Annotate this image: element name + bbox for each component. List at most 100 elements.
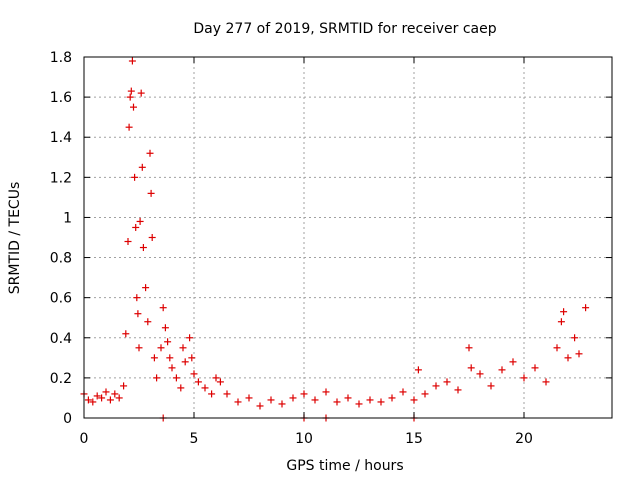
data-point — [300, 390, 308, 398]
data-point — [454, 386, 462, 394]
data-point — [553, 344, 561, 352]
data-point — [93, 392, 101, 400]
y-tick-label: 0 — [63, 411, 72, 427]
data-point — [421, 390, 429, 398]
data-point — [564, 354, 572, 362]
data-point — [134, 310, 142, 318]
data-point — [84, 396, 92, 404]
x-tick-label: 20 — [515, 431, 533, 447]
data-point — [166, 354, 174, 362]
data-point — [157, 344, 165, 352]
y-tick-label: 1.8 — [50, 50, 72, 66]
data-point — [557, 318, 565, 326]
data-point — [139, 244, 147, 252]
data-point — [377, 398, 385, 406]
data-point — [366, 396, 374, 404]
data-point — [179, 344, 187, 352]
data-point — [465, 344, 473, 352]
data-point — [132, 223, 140, 231]
data-point — [146, 149, 154, 157]
plot-frame — [83, 56, 613, 419]
data-point — [106, 396, 114, 404]
data-point — [144, 318, 152, 326]
data-point — [575, 350, 583, 358]
data-point — [102, 388, 110, 396]
data-point — [414, 366, 422, 374]
grid-lines — [84, 57, 612, 418]
data-point — [399, 388, 407, 396]
data-point — [245, 394, 253, 402]
y-tick-label: 0.4 — [50, 331, 72, 347]
data-point — [122, 330, 130, 338]
data-point — [476, 370, 484, 378]
data-point — [520, 374, 528, 382]
y-tick-labels: 0 0.2 0.4 0.6 0.8 1 1.2 1.4 1.6 1.8 — [50, 50, 72, 427]
data-point — [147, 189, 155, 197]
data-point — [137, 89, 145, 97]
y-tick-label: 0.6 — [50, 291, 72, 307]
data-point — [344, 394, 352, 402]
data-point — [164, 338, 172, 346]
data-point — [168, 364, 176, 372]
y-axis-label: SRMTID / TECUs — [7, 182, 23, 295]
data-point — [142, 284, 150, 292]
data-point — [98, 394, 106, 402]
data-point — [150, 354, 158, 362]
data-point — [509, 358, 517, 366]
x-tick-label: 5 — [190, 431, 199, 447]
x-tick-labels: 0 5 10 15 20 — [80, 431, 533, 447]
data-point — [138, 163, 146, 171]
y-tick-label: 1 — [63, 210, 72, 226]
x-tick-label: 15 — [405, 431, 423, 447]
data-points — [80, 57, 590, 422]
data-point — [89, 398, 97, 406]
x-axis-label: GPS time / hours — [286, 458, 403, 474]
data-point — [432, 382, 440, 390]
data-point — [542, 378, 550, 386]
data-point — [212, 374, 220, 382]
data-point — [531, 364, 539, 372]
x-tick-label: 10 — [295, 431, 313, 447]
data-point — [234, 398, 242, 406]
data-point — [410, 396, 418, 404]
data-point — [388, 394, 396, 402]
data-point — [355, 400, 363, 408]
data-point — [190, 370, 198, 378]
y-tick-label: 0.8 — [50, 251, 72, 267]
data-point — [128, 57, 136, 65]
axis-ticks — [83, 56, 612, 419]
data-point — [498, 366, 506, 374]
data-point — [201, 384, 209, 392]
data-point — [216, 378, 224, 386]
data-point — [582, 304, 590, 312]
y-tick-label: 1.2 — [50, 170, 72, 186]
data-point — [322, 388, 330, 396]
data-point — [311, 396, 319, 404]
data-point — [133, 294, 141, 302]
data-point — [127, 87, 135, 95]
y-tick-label: 1.6 — [50, 90, 72, 106]
data-point — [126, 93, 134, 101]
y-tick-label: 0.2 — [50, 371, 72, 387]
data-point — [120, 382, 128, 390]
data-point — [161, 324, 169, 332]
data-point — [333, 398, 341, 406]
data-point — [136, 217, 144, 225]
data-point — [208, 390, 216, 398]
data-point — [186, 334, 194, 342]
data-point — [130, 103, 137, 111]
chart-title: Day 277 of 2019, SRMTID for receiver cae… — [193, 21, 496, 37]
data-point — [194, 378, 202, 386]
data-point — [159, 304, 167, 312]
data-point — [571, 334, 579, 342]
data-point — [111, 390, 119, 398]
data-point — [177, 384, 185, 392]
data-point — [278, 400, 286, 408]
data-point — [181, 358, 189, 366]
data-point — [135, 344, 143, 352]
data-point — [289, 394, 297, 402]
data-point — [125, 123, 133, 131]
data-point — [172, 374, 180, 382]
data-point — [443, 378, 451, 386]
